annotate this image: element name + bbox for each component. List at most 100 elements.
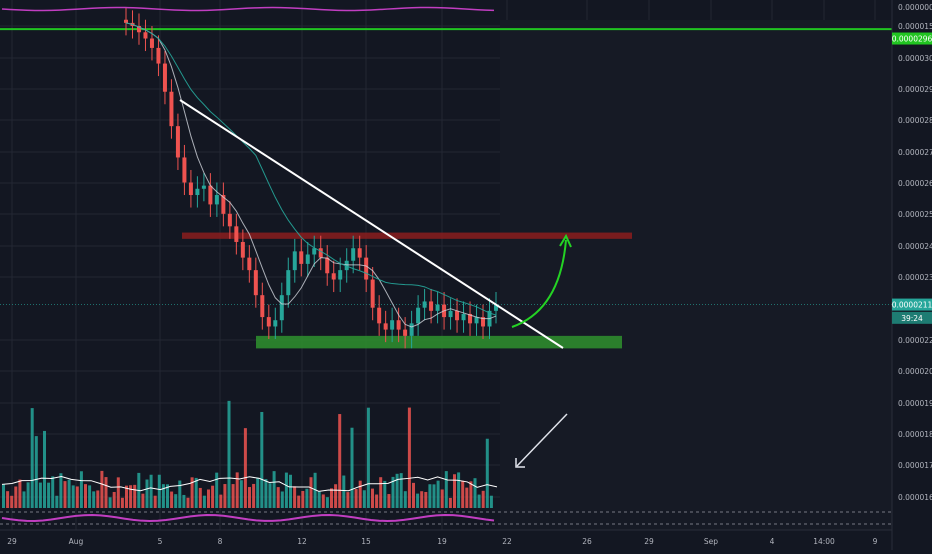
candle-body xyxy=(357,248,362,258)
candle-body xyxy=(435,304,440,311)
x-tick-label: 19 xyxy=(437,537,447,546)
x-tick-label: 9 xyxy=(873,537,878,546)
volume-bar xyxy=(223,484,227,508)
volume-bar xyxy=(387,494,391,508)
candle-body xyxy=(227,213,232,227)
candle-body xyxy=(247,257,252,271)
volume-bar xyxy=(129,485,133,508)
volume-bar xyxy=(252,483,256,508)
x-tick-label: 29 xyxy=(7,537,17,546)
volume-bar xyxy=(313,472,317,508)
volume-bar xyxy=(34,436,38,508)
breakout-arrow xyxy=(511,239,567,328)
volume-bar xyxy=(424,491,428,508)
x-tick-label: 12 xyxy=(297,537,307,546)
volume-bar xyxy=(219,494,223,508)
volume-bar xyxy=(383,480,387,508)
volume-bar xyxy=(489,495,493,508)
volume-bar xyxy=(416,493,420,508)
volume-bar xyxy=(453,474,456,508)
volume-bar xyxy=(6,491,10,508)
candle-body xyxy=(416,307,421,324)
x-tick-label: Aug xyxy=(69,537,84,546)
volume-bar xyxy=(317,491,321,508)
volume-bar xyxy=(178,480,182,508)
candle-body xyxy=(188,182,193,196)
volume-bar xyxy=(235,472,239,508)
volume-bar xyxy=(239,480,243,508)
candle-body xyxy=(169,91,174,127)
volume-bar xyxy=(92,491,96,508)
volume-bar xyxy=(420,491,424,508)
x-tick-label: 14:00 xyxy=(813,537,835,546)
candle-body xyxy=(286,270,291,296)
volume-bar xyxy=(403,491,407,508)
volume-bar xyxy=(141,493,145,508)
candle-body xyxy=(240,241,245,258)
candle-body xyxy=(260,295,265,318)
x-tick-label: 5 xyxy=(158,537,163,546)
candle-body xyxy=(409,323,414,336)
candle-body xyxy=(299,251,304,264)
volume-bar xyxy=(63,481,67,508)
x-tick-label: 15 xyxy=(361,537,371,546)
volume-bar xyxy=(268,483,272,508)
volume-bar xyxy=(104,477,108,508)
volume-bar xyxy=(190,477,194,508)
volume-bar xyxy=(412,482,415,508)
future-area xyxy=(500,20,892,530)
volume-bar xyxy=(469,481,473,508)
volume-bar xyxy=(473,478,477,508)
candle-body xyxy=(221,195,226,214)
volume-bar xyxy=(170,491,174,508)
volume-panel xyxy=(1,400,498,508)
volume-bar xyxy=(174,494,178,508)
volume-bar xyxy=(325,497,329,508)
volume-bar xyxy=(116,477,120,508)
volume-bar xyxy=(120,497,124,508)
volume-bar xyxy=(157,474,161,508)
candle-body xyxy=(136,26,141,33)
volume-bar xyxy=(358,480,362,508)
volume-bar xyxy=(18,479,22,508)
volume-bar xyxy=(432,484,436,508)
volume-bar xyxy=(444,471,448,508)
volume-bar xyxy=(96,490,100,508)
moving-average-line xyxy=(125,22,497,328)
volume-bar xyxy=(207,489,210,508)
volume-bar xyxy=(477,494,481,508)
volume-bar xyxy=(465,487,469,508)
candle-body xyxy=(143,32,148,39)
volume-bar xyxy=(284,472,288,508)
candle-body xyxy=(383,323,388,330)
candle-body xyxy=(253,270,258,296)
candle-body xyxy=(182,157,187,183)
volume-bar xyxy=(125,485,128,508)
volume-bar xyxy=(276,487,280,508)
volume-bar xyxy=(182,494,186,508)
candle-body xyxy=(279,295,284,321)
volume-bar xyxy=(194,477,198,508)
candle-body xyxy=(124,19,128,23)
volume-bar xyxy=(342,475,346,508)
volume-bar xyxy=(428,484,432,508)
time-axis[interactable]: 29 Aug 5 8 12 15 19 22 26 29 Sep 4 14:00 9 xyxy=(0,529,892,546)
volume-arrow xyxy=(516,413,568,467)
volume-bar xyxy=(289,474,292,508)
volume-bar xyxy=(338,414,342,508)
volume-bar xyxy=(149,474,153,508)
volume-bar xyxy=(399,473,403,508)
volume-bar xyxy=(133,484,137,508)
candle-body xyxy=(474,317,479,324)
